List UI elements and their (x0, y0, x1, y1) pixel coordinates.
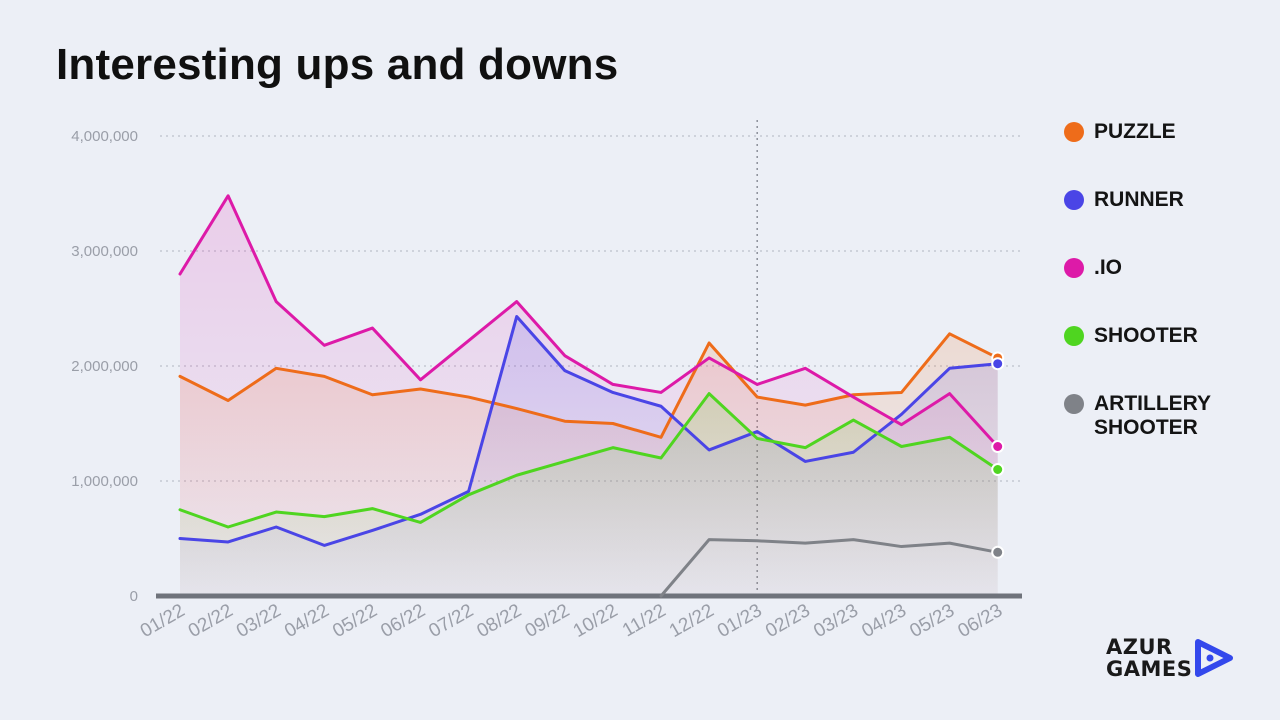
x-tick-label: 05/23 (906, 600, 958, 642)
y-tick-label: 0 (130, 588, 138, 605)
x-tick-label: 06/23 (955, 600, 1007, 642)
legend-label: ARTILLERY SHOOTER (1094, 392, 1212, 439)
legend-label: RUNNER (1094, 188, 1184, 211)
x-tick-label: 04/22 (281, 600, 333, 642)
x-tick-label: 09/22 (522, 600, 574, 642)
legend-label: PUZZLE (1094, 120, 1176, 143)
legend-swatch (1064, 258, 1084, 278)
series-line (659, 538, 1000, 598)
x-tick-label: 11/22 (619, 600, 669, 641)
legend-label: .IO (1094, 256, 1123, 279)
series-area (180, 393, 998, 596)
legend-swatch (1064, 326, 1084, 346)
series-line (178, 315, 1000, 547)
x-tick-label: 12/22 (666, 600, 718, 642)
x-tick-label: 03/23 (810, 600, 862, 642)
x-tick-label: 01/23 (714, 600, 766, 642)
series-line (178, 392, 1000, 529)
series-end-point (991, 463, 1005, 476)
x-tick-label: 02/23 (762, 600, 814, 642)
series-end-point (991, 545, 1005, 559)
x-tick-label: 01/22 (137, 600, 189, 642)
series-end-point (991, 440, 1005, 453)
x-tick-label: 08/22 (474, 600, 526, 642)
series-line (178, 194, 1000, 448)
series-end-point (991, 357, 1005, 371)
y-tick-label: 2,000,000 (71, 358, 138, 375)
legend-swatch (1064, 190, 1084, 210)
x-tick-label: 07/22 (425, 600, 477, 642)
y-tick-label: 1,000,000 (71, 473, 138, 490)
x-tick-label: 06/22 (377, 600, 429, 642)
x-tick-label: 05/22 (329, 600, 381, 642)
x-tick-label: 04/23 (858, 600, 910, 642)
legend-swatch (1064, 394, 1084, 414)
brand-logo: AZUR GAMES (1106, 636, 1236, 682)
y-tick-label: 3,000,000 (71, 243, 138, 260)
legend-label: SHOOTER (1094, 324, 1198, 347)
y-tick-label: 4,000,000 (71, 128, 138, 145)
brand-name: AZUR GAMES (1106, 635, 1193, 681)
x-tick-label: 03/22 (233, 600, 285, 642)
chart-title: Interesting ups and downs (56, 40, 619, 89)
line-chart: 0 1,000,000 2,000,000 3,000,000 4,000,000 01/… (71, 120, 1022, 642)
x-tick-label: 02/22 (185, 600, 237, 642)
play-arrow-logo-icon (1195, 639, 1233, 677)
x-tick-label: 10/22 (570, 600, 622, 642)
series-line (178, 332, 1000, 439)
legend-swatch (1064, 122, 1084, 142)
